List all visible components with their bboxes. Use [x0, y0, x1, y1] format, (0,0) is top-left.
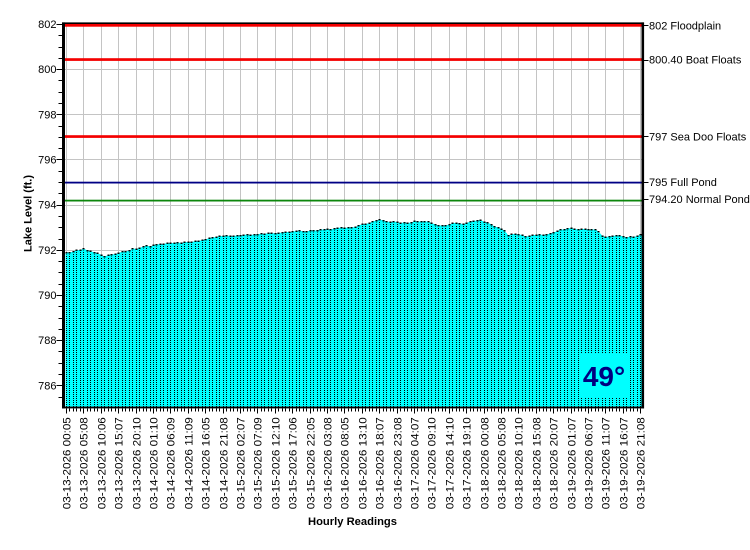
- svg-text:03-15-2026 02:07: 03-15-2026 02:07: [236, 417, 248, 509]
- svg-text:800: 800: [38, 64, 56, 76]
- svg-text:03-14-2026 21:08: 03-14-2026 21:08: [219, 417, 231, 509]
- svg-text:03-19-2026 01:07: 03-19-2026 01:07: [567, 417, 579, 509]
- svg-text:03-18-2026 05:08: 03-18-2026 05:08: [497, 417, 509, 509]
- svg-text:03-13-2026 05:08: 03-13-2026 05:08: [79, 417, 91, 509]
- svg-text:790: 790: [38, 290, 56, 302]
- svg-text:788: 788: [38, 335, 56, 347]
- svg-text:03-19-2026 11:07: 03-19-2026 11:07: [601, 417, 613, 509]
- svg-text:802: 802: [38, 19, 56, 31]
- svg-text:794: 794: [38, 200, 56, 212]
- svg-text:03-16-2026 13:10: 03-16-2026 13:10: [358, 417, 370, 509]
- svg-text:03-16-2026 03:08: 03-16-2026 03:08: [323, 417, 335, 509]
- svg-text:03-18-2026 15:08: 03-18-2026 15:08: [532, 417, 544, 509]
- svg-text:03-15-2026 07:09: 03-15-2026 07:09: [253, 417, 265, 509]
- svg-text:03-15-2026 22:05: 03-15-2026 22:05: [306, 417, 318, 509]
- svg-text:03-16-2026 23:08: 03-16-2026 23:08: [393, 417, 405, 509]
- svg-text:03-14-2026 01:10: 03-14-2026 01:10: [149, 417, 161, 509]
- svg-text:03-14-2026 06:09: 03-14-2026 06:09: [166, 417, 178, 509]
- svg-text:03-19-2026 16:07: 03-19-2026 16:07: [619, 417, 631, 509]
- svg-text:795 Full Pond: 795 Full Pond: [649, 177, 717, 189]
- svg-text:786: 786: [38, 380, 56, 392]
- svg-text:49°: 49°: [583, 361, 625, 392]
- svg-text:802 Floodplain: 802 Floodplain: [649, 20, 721, 32]
- svg-text:794.20 Normal Pond: 794.20 Normal Pond: [649, 194, 750, 206]
- svg-text:03-19-2026 06:07: 03-19-2026 06:07: [584, 417, 596, 509]
- svg-text:03-17-2026 04:07: 03-17-2026 04:07: [410, 417, 422, 509]
- svg-text:03-17-2026 09:10: 03-17-2026 09:10: [427, 417, 439, 509]
- svg-text:03-14-2026 11:09: 03-14-2026 11:09: [184, 417, 196, 509]
- svg-text:03-19-2026 21:08: 03-19-2026 21:08: [636, 417, 648, 509]
- svg-text:792: 792: [38, 245, 56, 257]
- svg-text:03-17-2026 19:10: 03-17-2026 19:10: [462, 417, 474, 509]
- svg-text:798: 798: [38, 109, 56, 121]
- svg-text:03-13-2026 15:07: 03-13-2026 15:07: [114, 417, 126, 509]
- svg-text:03-16-2026 18:07: 03-16-2026 18:07: [375, 417, 387, 509]
- svg-text:800.40 Boat Floats: 800.40 Boat Floats: [649, 55, 742, 67]
- svg-text:03-16-2026 08:05: 03-16-2026 08:05: [340, 417, 352, 509]
- svg-text:03-17-2026 14:10: 03-17-2026 14:10: [445, 417, 457, 509]
- svg-text:Lake Level (ft.): Lake Level (ft.): [23, 175, 35, 252]
- svg-text:03-18-2026 10:10: 03-18-2026 10:10: [514, 417, 526, 509]
- svg-text:03-14-2026 16:05: 03-14-2026 16:05: [201, 417, 213, 509]
- svg-text:03-13-2026 10:06: 03-13-2026 10:06: [97, 417, 109, 509]
- svg-text:Hourly Readings: Hourly Readings: [308, 516, 397, 528]
- svg-text:03-13-2026 00:05: 03-13-2026 00:05: [62, 417, 74, 509]
- svg-text:796: 796: [38, 154, 56, 166]
- svg-text:797 Sea Doo Floats: 797 Sea Doo Floats: [649, 132, 747, 144]
- svg-text:03-18-2026 20:07: 03-18-2026 20:07: [549, 417, 561, 509]
- svg-text:03-18-2026 00:08: 03-18-2026 00:08: [480, 417, 492, 509]
- svg-text:03-15-2026 12:10: 03-15-2026 12:10: [271, 417, 283, 509]
- svg-text:03-13-2026 20:10: 03-13-2026 20:10: [132, 417, 144, 509]
- svg-text:03-15-2026 17:06: 03-15-2026 17:06: [288, 417, 300, 509]
